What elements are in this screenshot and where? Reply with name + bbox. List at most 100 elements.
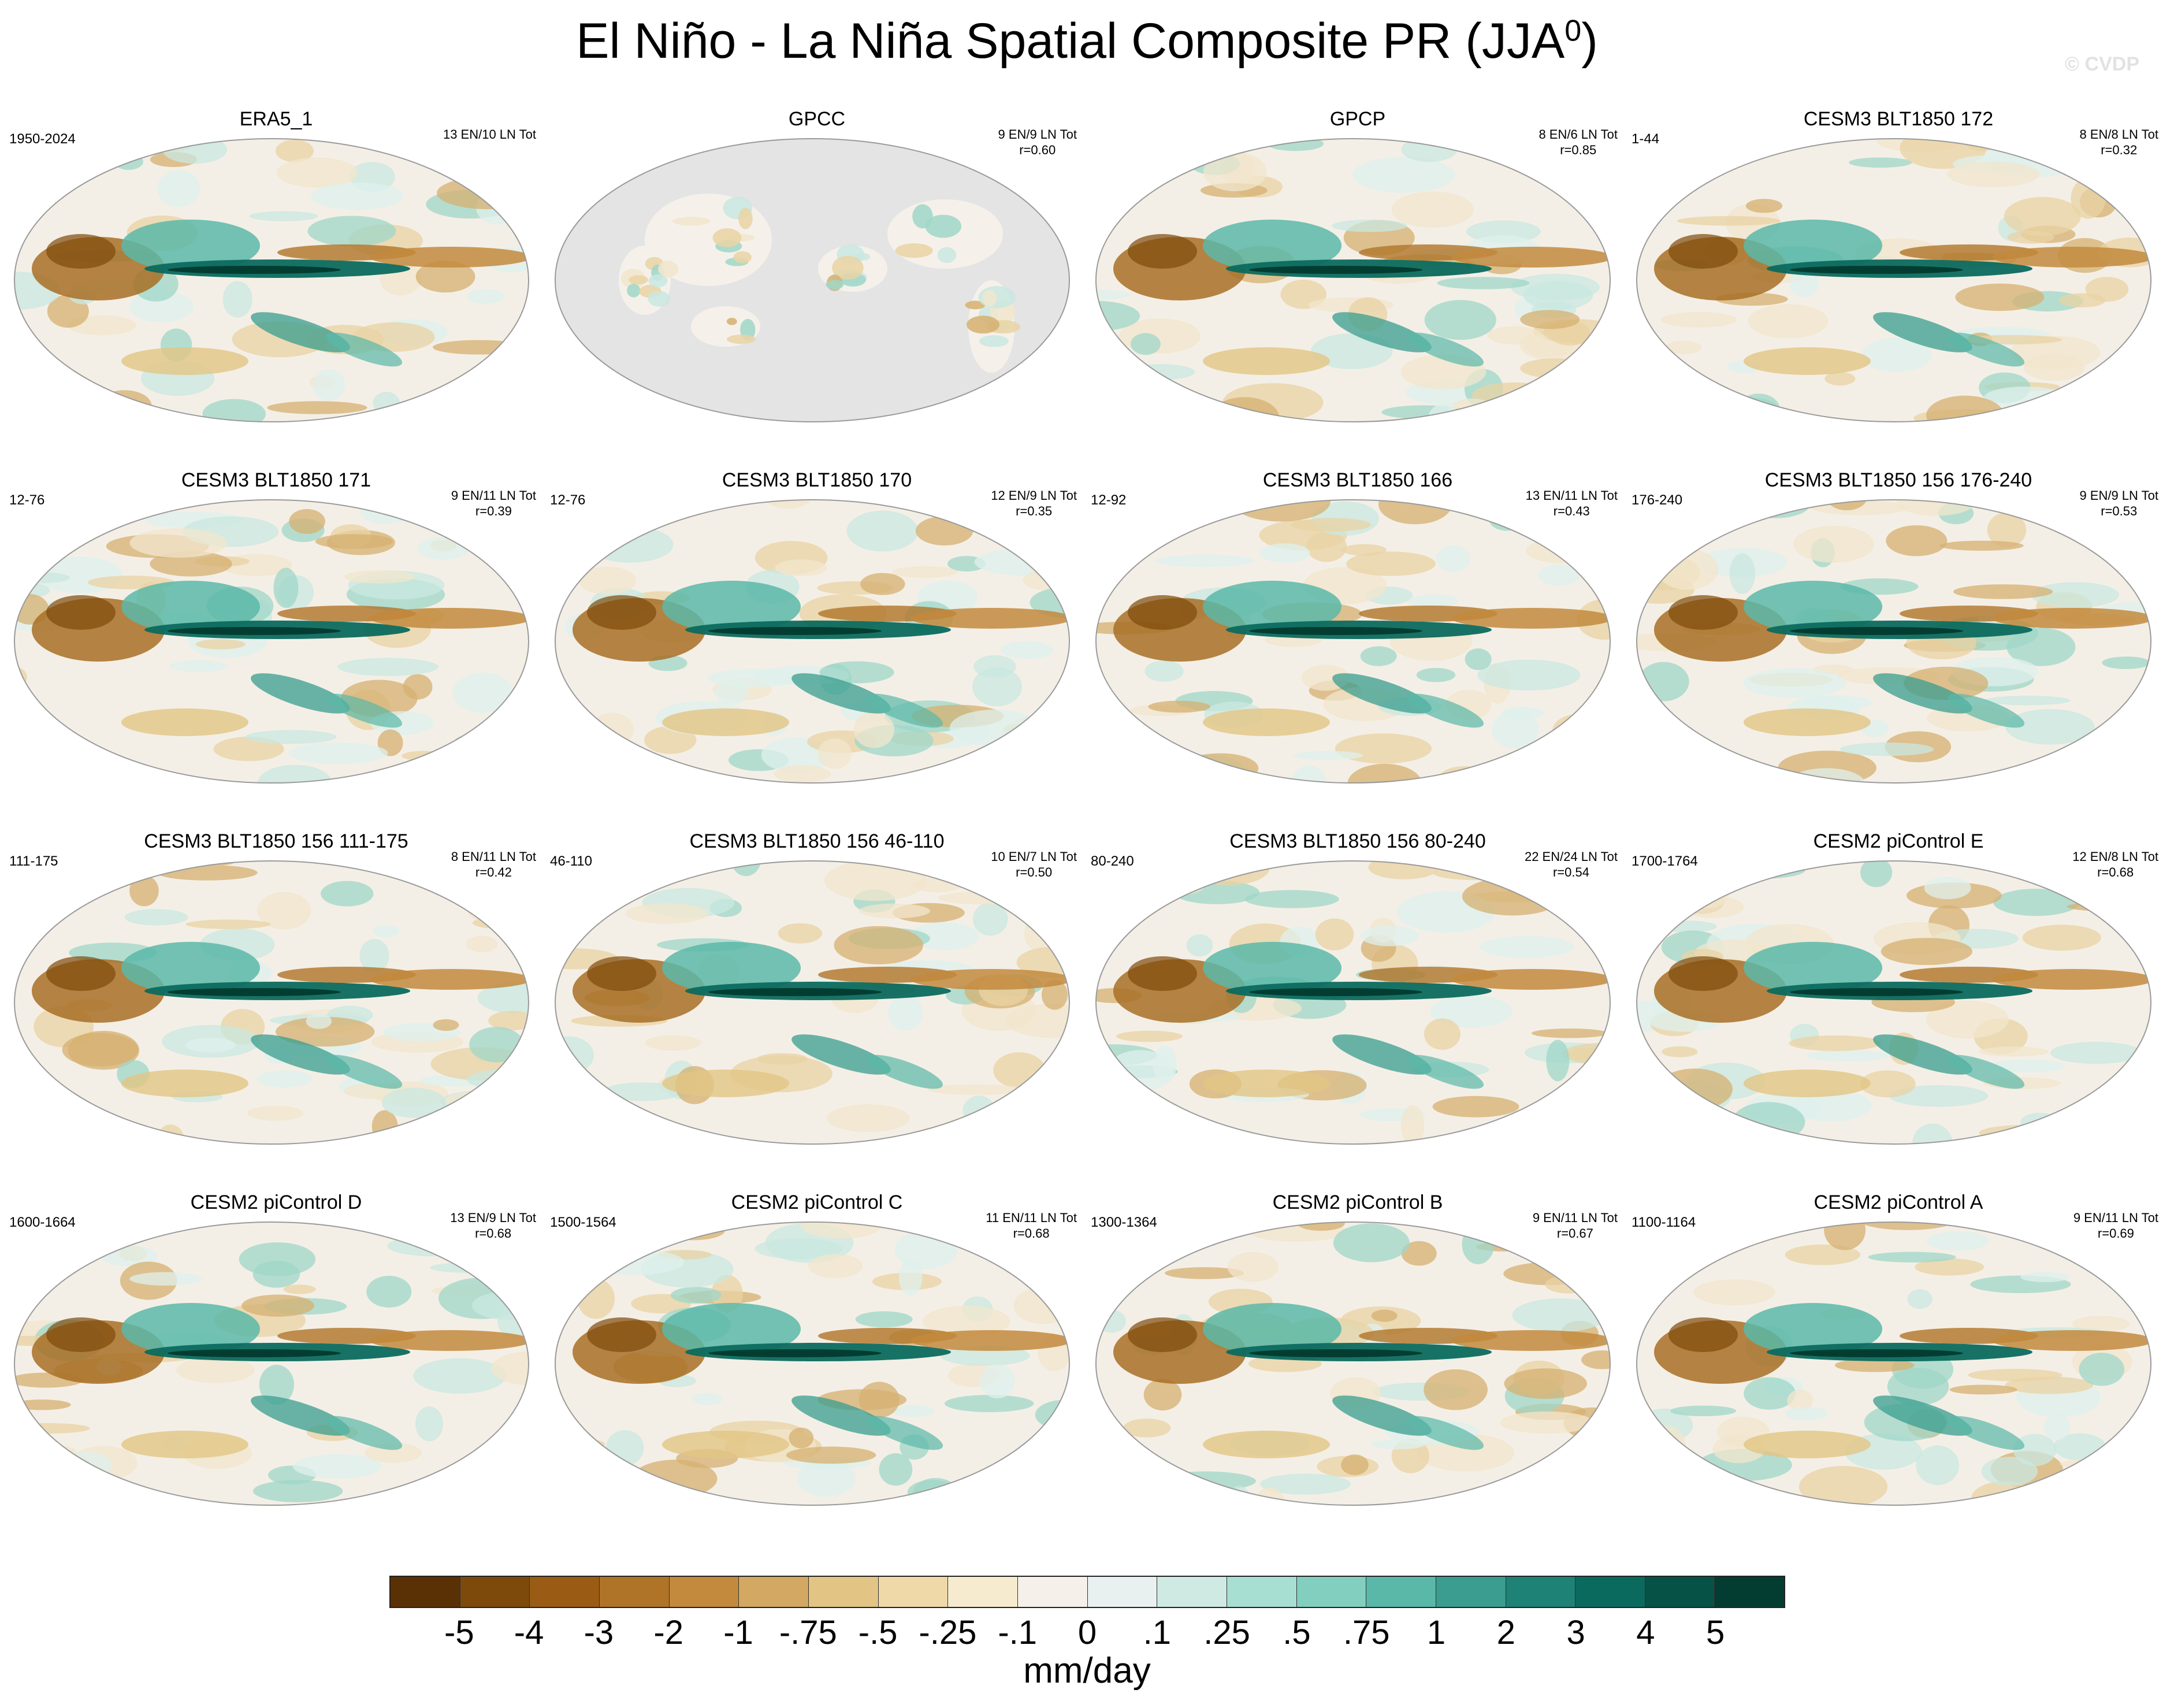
precip-map	[555, 499, 1070, 784]
pattern-correlation: r=0.68	[1013, 1226, 1050, 1241]
precip-map	[555, 1221, 1070, 1506]
colorbar-bin	[1575, 1577, 1645, 1607]
colorbar-tick-label: 3	[1566, 1614, 1585, 1651]
panel-stats: 11 EN/11 LN Tot r=0.68	[986, 1210, 1077, 1241]
event-count: 10 EN/7 LN Tot	[991, 849, 1077, 864]
colorbar-bin	[599, 1577, 670, 1607]
colorbar-tick-label: -5	[444, 1614, 474, 1651]
colorbar-bin	[808, 1577, 879, 1607]
figure-title: El Niño - La Niña Spatial Composite PR (…	[576, 13, 1598, 69]
event-count: 9 EN/11 LN Tot	[2073, 1211, 2158, 1225]
colorbar-tick-label: 2	[1496, 1614, 1515, 1651]
precip-map	[1636, 138, 2151, 422]
panel-title: CESM3 BLT1850 170	[722, 469, 912, 491]
panel-title: ERA5_1	[239, 108, 313, 130]
colorbar-units: mm/day	[1023, 1651, 1151, 1691]
panel-period: 12-76	[9, 492, 45, 508]
map-panel: CESM3 BLT1850 156 46-110 46-110 10 EN/7 LN…	[547, 823, 1087, 1185]
panel-stats: 9 EN/11 LN Tot r=0.39	[451, 488, 536, 519]
event-count: 9 EN/11 LN Tot	[451, 488, 536, 503]
event-count: 8 EN/11 LN Tot	[451, 849, 536, 864]
map-panel: CESM3 BLT1850 171 12-76 9 EN/11 LN Tot r=0.…	[6, 462, 547, 823]
panel-stats: 13 EN/11 LN Tot r=0.43	[1526, 488, 1618, 519]
event-count: 9 EN/9 LN Tot	[2079, 488, 2158, 503]
colorbar-tick-label: .1	[1143, 1614, 1171, 1651]
panel-title: CESM3 BLT1850 166	[1262, 469, 1453, 491]
pattern-correlation: r=0.39	[475, 504, 512, 518]
colorbar-tick-label: -1	[723, 1614, 753, 1651]
panel-stats: 13 EN/9 LN Tot r=0.68	[450, 1210, 536, 1241]
map-panel: CESM3 BLT1850 166 12-92 13 EN/11 LN Tot r=0…	[1087, 462, 1628, 823]
panel-period: 1-44	[1632, 131, 1660, 147]
colorbar-bin	[1017, 1577, 1088, 1607]
pattern-correlation: r=0.32	[2101, 143, 2138, 157]
panel-grid: ERA5_1 1950-2024 13 EN/10 LN Tot GPCC 9 EN/9…	[6, 101, 2169, 1546]
colorbar-bin	[1366, 1577, 1436, 1607]
colorbar-tick-label: .5	[1283, 1614, 1311, 1651]
panel-title: CESM2 piControl B	[1272, 1191, 1443, 1213]
colorbar-bin	[1715, 1577, 1785, 1607]
precip-map	[1636, 860, 2151, 1145]
event-count: 13 EN/11 LN Tot	[1525, 488, 1618, 503]
event-count: 13 EN/10 LN Tot	[443, 127, 536, 142]
panel-stats: 9 EN/9 LN Tot r=0.53	[2079, 488, 2158, 519]
precip-map	[1095, 138, 1611, 422]
colorbar-tick-label: -2	[653, 1614, 683, 1651]
panel-title: CESM2 piControl E	[1813, 830, 1984, 852]
colorbar-bin	[948, 1577, 1018, 1607]
pattern-correlation: r=0.67	[1556, 1226, 1593, 1241]
colorbar-tick-label: 5	[1706, 1614, 1725, 1651]
panel-stats: 10 EN/7 LN Tot r=0.50	[991, 849, 1077, 880]
precip-map	[14, 1221, 529, 1506]
panel-title: CESM3 BLT1850 171	[181, 469, 371, 491]
event-count: 12 EN/8 LN Tot	[2072, 849, 2158, 864]
map-panel: CESM3 BLT1850 156 176-240 176-240 9 EN/9 L…	[1628, 462, 2169, 823]
colorbar-tick-label: -4	[514, 1614, 544, 1651]
precip-map	[1095, 1221, 1611, 1506]
pattern-correlation: r=0.42	[475, 865, 512, 879]
panel-period: 1950-2024	[9, 131, 76, 147]
colorbar-bin	[1296, 1577, 1367, 1607]
event-count: 22 EN/24 LN Tot	[1524, 849, 1618, 864]
map-panel: CESM3 BLT1850 156 80-240 80-240 22 EN/24 L…	[1087, 823, 1628, 1185]
panel-stats: 22 EN/24 LN Tot r=0.54	[1525, 849, 1618, 880]
precip-map	[14, 860, 529, 1145]
credit-watermark: © CVDP	[2065, 53, 2139, 75]
colorbar-bin	[1087, 1577, 1158, 1607]
panel-title: GPCP	[1329, 108, 1386, 130]
colorbar-bin	[878, 1577, 949, 1607]
colorbar-tick-label: -.25	[919, 1614, 977, 1651]
colorbar-tick-label: -.5	[858, 1614, 898, 1651]
map-panel: CESM2 piControl E 1700-1764 12 EN/8 LN Tot…	[1628, 823, 2169, 1185]
panel-title: CESM3 BLT1850 156 46-110	[689, 830, 945, 852]
colorbar-bin	[1436, 1577, 1506, 1607]
event-count: 12 EN/9 LN Tot	[991, 488, 1077, 503]
panel-stats: 13 EN/10 LN Tot	[443, 127, 536, 142]
event-count: 13 EN/9 LN Tot	[450, 1211, 536, 1225]
colorbar-tick-label: 1	[1426, 1614, 1446, 1651]
map-panel: CESM3 BLT1850 172 1-44 8 EN/8 LN Tot r=0.32	[1628, 101, 2169, 462]
precip-map	[555, 138, 1070, 422]
event-count: 8 EN/8 LN Tot	[2079, 127, 2158, 142]
pattern-correlation: r=0.50	[1016, 865, 1053, 879]
precip-map	[14, 138, 529, 422]
panel-stats: 8 EN/6 LN Tot r=0.85	[1538, 127, 1618, 158]
colorbar-ticks: -5 -4 -3 -2 -1 -.75 -.5 -.25 -.1 0 .1 .25 .5 .75 1 2 3 4 5	[389, 1613, 1785, 1651]
map-panel: GPCC 9 EN/9 LN Tot r=0.60	[547, 101, 1087, 462]
panel-period: 12-76	[550, 492, 586, 508]
colorbar-tick-label: .25	[1203, 1614, 1250, 1651]
colorbar-tick-label: 4	[1636, 1614, 1655, 1651]
pattern-correlation: r=0.68	[2097, 865, 2134, 879]
pattern-correlation: r=0.53	[2101, 504, 2138, 518]
pattern-correlation: r=0.54	[1552, 865, 1589, 879]
pattern-correlation: r=0.43	[1553, 504, 1590, 518]
map-panel: CESM3 BLT1850 170 12-76 12 EN/9 LN Tot r=0.…	[547, 462, 1087, 823]
map-panel: GPCP 8 EN/6 LN Tot r=0.85	[1087, 101, 1628, 462]
panel-title: CESM3 BLT1850 156 176-240	[1764, 469, 2032, 491]
colorbar-tick-label: .75	[1343, 1614, 1390, 1651]
panel-stats: 8 EN/8 LN Tot r=0.32	[2079, 127, 2158, 158]
event-count: 8 EN/6 LN Tot	[1538, 127, 1618, 142]
panel-stats: 12 EN/8 LN Tot r=0.68	[2072, 849, 2158, 880]
panel-period: 1100-1164	[1632, 1215, 1696, 1230]
map-panel: CESM2 piControl D 1600-1664 13 EN/9 LN Tot…	[6, 1185, 547, 1546]
